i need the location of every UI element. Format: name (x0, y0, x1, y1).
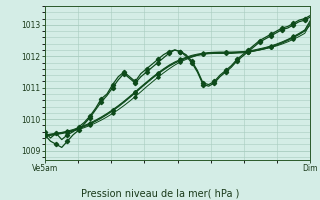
Text: Pression niveau de la mer( hPa ): Pression niveau de la mer( hPa ) (81, 188, 239, 198)
